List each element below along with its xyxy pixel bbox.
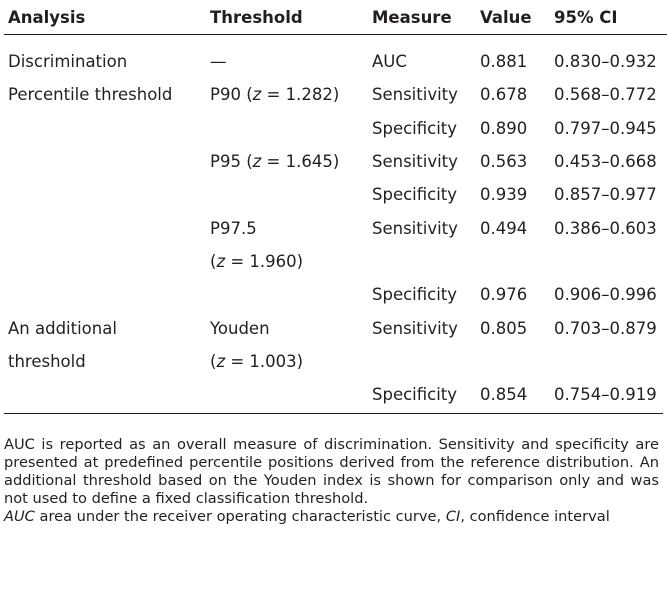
table-row: Percentile threshold P90 (z = 1.282) Sen…	[4, 78, 667, 111]
cell-value: 0.939	[480, 185, 528, 205]
cell-ci: 0.797–0.945	[554, 118, 657, 138]
cell-analysis	[4, 211, 210, 244]
table-row: Specificity 0.890 0.797–0.945	[4, 112, 667, 145]
cell-threshold: —	[210, 52, 227, 72]
cell-analysis	[4, 145, 210, 178]
footnote-paragraph: AUC is reported as an overall measure of…	[4, 436, 659, 508]
cell-measure: Sensitivity	[372, 152, 458, 172]
table-row: P97.5 Sensitivity 0.494 0.386–0.603	[4, 211, 667, 244]
footnote-abbreviations: AUC area under the receiver operating ch…	[4, 508, 659, 526]
abbr-ci: CI	[445, 508, 461, 526]
table-row: Discrimination — AUC 0.881 0.830–0.932	[4, 35, 667, 79]
table-row: Specificity 0.854 0.754–0.919	[4, 378, 667, 413]
cell-analysis: An additional	[8, 318, 117, 338]
cell-measure: Sensitivity	[372, 85, 458, 105]
cell-value: 0.881	[480, 52, 528, 72]
threshold-label: P90	[210, 85, 241, 105]
cell-ci: 0.568–0.772	[554, 85, 657, 105]
header-analysis: Analysis	[4, 0, 210, 35]
cell-measure: Specificity	[372, 118, 458, 138]
results-table-container: Analysis Threshold Measure Value 95% CI …	[4, 0, 667, 415]
cell-measure: Sensitivity	[372, 318, 458, 338]
cell-analysis: threshold	[8, 351, 86, 371]
abbr-ci-definition: , confidence interval	[460, 508, 610, 526]
table-row: (z = 1.960)	[4, 245, 667, 278]
cell-threshold: (z = 1.960)	[210, 251, 304, 271]
cell-value: 0.976	[480, 285, 528, 305]
cell-ci: 0.754–0.919	[554, 385, 657, 405]
cell-analysis: Percentile threshold	[8, 85, 173, 105]
table-row: P95 (z = 1.645) Sensitivity 0.563 0.453–…	[4, 145, 667, 178]
cell-ci: 0.906–0.996	[554, 285, 657, 305]
cell-value	[480, 245, 554, 278]
header-ci: 95% CI	[554, 0, 667, 35]
cell-measure	[372, 245, 480, 278]
header-threshold: Threshold	[210, 0, 372, 35]
threshold-label: P95	[210, 152, 241, 172]
abbr-auc-definition: area under the receiver operating charac…	[34, 508, 446, 526]
cell-threshold: Youden	[210, 318, 270, 338]
cell-threshold: P97.5	[210, 218, 257, 238]
results-table: Analysis Threshold Measure Value 95% CI …	[4, 0, 667, 413]
cell-value: 0.890	[480, 118, 528, 138]
cell-value: 0.805	[480, 318, 528, 338]
cell-threshold: P90 (z = 1.282)	[210, 78, 372, 111]
cell-analysis	[4, 245, 210, 278]
cell-ci: 0.703–0.879	[554, 318, 657, 338]
cell-analysis	[4, 278, 210, 311]
table-row: An additional Youden Sensitivity 0.805 0…	[4, 311, 667, 344]
threshold-z: (z = 1.282)	[246, 85, 340, 105]
header-value: Value	[480, 0, 554, 35]
cell-analysis	[4, 378, 210, 413]
cell-ci: 0.830–0.932	[554, 52, 657, 72]
threshold-z: (z = 1.645)	[246, 152, 340, 172]
abbr-auc: AUC	[4, 508, 35, 526]
cell-analysis: Discrimination	[8, 52, 128, 72]
cell-ci: 0.386–0.603	[554, 218, 657, 238]
cell-measure: AUC	[372, 52, 407, 72]
cell-threshold	[210, 178, 372, 211]
cell-threshold: P95 (z = 1.645)	[210, 145, 372, 178]
cell-ci	[554, 345, 667, 378]
cell-ci: 0.453–0.668	[554, 152, 657, 172]
cell-value: 0.678	[480, 85, 528, 105]
cell-threshold: (z = 1.003)	[210, 351, 304, 371]
cell-value	[480, 345, 554, 378]
header-row: Analysis Threshold Measure Value 95% CI	[4, 0, 667, 35]
table-footnotes: AUC is reported as an overall measure of…	[4, 436, 659, 526]
cell-measure: Specificity	[372, 385, 458, 405]
table-row: Specificity 0.939 0.857–0.977	[4, 178, 667, 211]
cell-ci	[554, 245, 667, 278]
cell-threshold	[210, 112, 372, 145]
cell-ci: 0.857–0.977	[554, 185, 657, 205]
header-measure: Measure	[372, 0, 480, 35]
cell-measure	[372, 345, 480, 378]
cell-measure: Specificity	[372, 285, 458, 305]
cell-analysis	[4, 178, 210, 211]
cell-threshold	[210, 378, 372, 413]
cell-value: 0.854	[480, 385, 528, 405]
cell-threshold	[210, 278, 372, 311]
table-row: Specificity 0.976 0.906–0.996	[4, 278, 667, 311]
cell-value: 0.494	[480, 218, 528, 238]
table-row: threshold (z = 1.003)	[4, 345, 667, 378]
cell-measure: Sensitivity	[372, 218, 458, 238]
cell-analysis	[4, 112, 210, 145]
cell-value: 0.563	[480, 152, 528, 172]
cell-measure: Specificity	[372, 185, 458, 205]
table-bottom-rule	[4, 413, 663, 415]
